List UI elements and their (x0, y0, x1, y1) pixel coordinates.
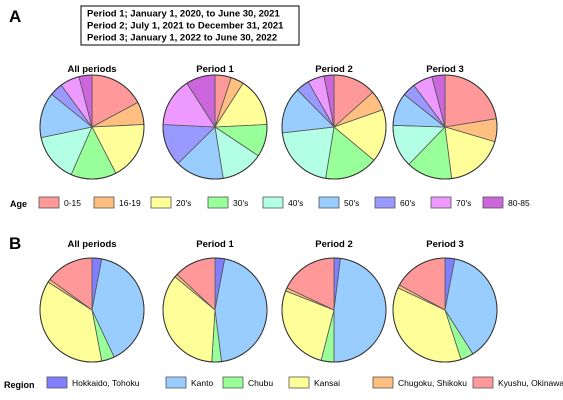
legend-label-80-85: 80-85 (508, 198, 530, 208)
legend-label-60-s: 60's (400, 198, 415, 208)
panel-a-age: A All periods Period 1 Period 2 Period 3 Ag… (9, 7, 530, 209)
legend-swatch-50-s (318, 196, 340, 209)
legend-label-hokkaido-tohoku: Hokkaido, Tohoku (72, 378, 140, 388)
period-definitions-box: Period 1; January 1, 2020, to June 30, 2… (80, 5, 300, 46)
legend-swatch-kansai (288, 376, 310, 389)
legend-swatch-kanto (165, 376, 187, 389)
pie-title: Period 2 (315, 239, 353, 250)
panel-label-a: A (9, 7, 21, 26)
pie-outline (281, 74, 387, 180)
legend-swatch-hokkaido-tohoku (46, 376, 68, 389)
legend-swatch-70-s (430, 196, 452, 209)
legend-swatch-chugoku-shikoku (372, 376, 394, 389)
legend-label-chubu: Chubu (248, 378, 273, 388)
pie-title: Period 1 (196, 64, 234, 75)
age-pies: All periods Period 1 Period 2 Period 3 (39, 64, 498, 180)
period-3-definition: Period 3; January 1, 2022 to June 30, 20… (87, 33, 277, 44)
legend-label-16-19: 16-19 (119, 198, 141, 208)
legend-label-0-15: 0-15 (64, 198, 81, 208)
period-2-definition: Period 2; July 1, 2021 to December 31, 2… (87, 21, 284, 32)
period-1-definition: Period 1; January 1, 2020, to June 30, 2… (87, 9, 280, 20)
legend-label-50-s: 50's (344, 198, 359, 208)
pie-outline (39, 257, 145, 363)
pie-slice-kanto (333, 257, 387, 363)
legend-swatch-60-s (374, 196, 396, 209)
legend-swatch-80-85 (482, 196, 504, 209)
legend-swatch-kyushu-okinawa (472, 376, 494, 389)
pie-title: All periods (67, 64, 116, 75)
region-legend-title: Region (4, 380, 35, 390)
pie-outline (162, 257, 268, 363)
age-legend: Age 0-15 16-19 20's 30's 40's 50's 60's 70's 80-… (10, 196, 530, 209)
pie-outline (281, 257, 387, 363)
pie-outline (392, 74, 498, 180)
panel-b-region: B All periods Period 1 Period 2 Period 3 Re… (4, 234, 563, 390)
pie-slice-0-15 (444, 74, 497, 128)
legend-swatch-30-s (207, 196, 229, 209)
region-pies: All periods Period 1 Period 2 Period 3 (39, 239, 498, 363)
legend-label-20-s: 20's (176, 198, 191, 208)
pie-slice-40-s (281, 126, 335, 179)
pie-slice-kanto (214, 258, 268, 363)
legend-label-40-s: 40's (288, 198, 303, 208)
legend-swatch-0-15 (38, 196, 60, 209)
pie-title: All periods (67, 239, 116, 250)
pie-outline (39, 74, 145, 180)
pie-outline (392, 257, 498, 363)
legend-swatch-40-s (262, 196, 284, 209)
legend-label-30-s: 30's (233, 198, 248, 208)
age-legend-title: Age (10, 199, 27, 209)
pie-title: Period 1 (196, 239, 234, 250)
region-legend: Region Hokkaido, Tohoku Kanto Chubu Kansai C… (4, 376, 563, 390)
legend-label-kanto: Kanto (191, 378, 213, 388)
pie-title: Period 3 (426, 239, 464, 250)
pie-title: Period 3 (426, 64, 464, 75)
panel-label-b: B (9, 234, 21, 253)
legend-swatch-20-s (150, 196, 172, 209)
legend-swatch-16-19 (93, 196, 115, 209)
legend-label-chugoku-shikoku: Chugoku, Shikoku (398, 378, 467, 388)
period-box-frame (80, 5, 300, 46)
legend-label-kansai: Kansai (314, 378, 340, 388)
legend-label-70-s: 70's (456, 198, 471, 208)
pie-title: Period 2 (315, 64, 353, 75)
legend-swatch-chubu (222, 376, 244, 389)
pie-outline (162, 74, 268, 180)
legend-label-kyushu-okinawa: Kyushu, Okinawa (498, 378, 563, 388)
